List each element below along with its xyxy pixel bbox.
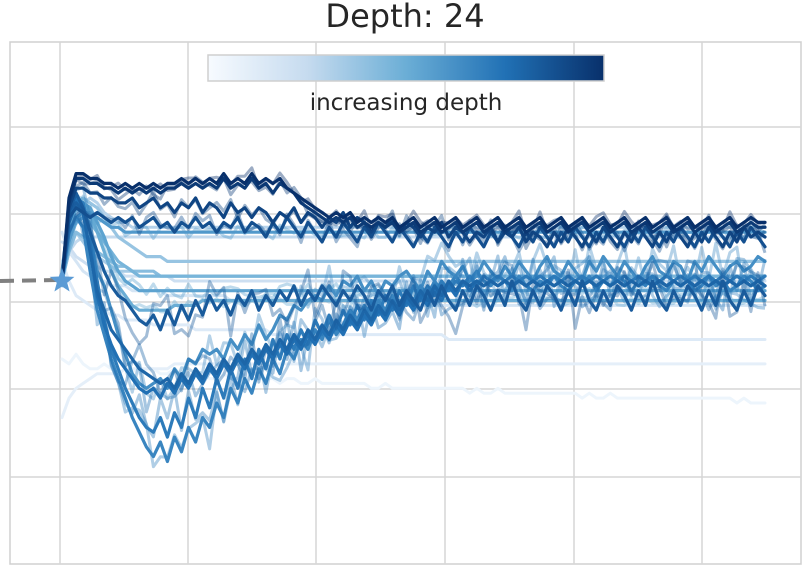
series-line-depth-24: [60, 172, 767, 283]
start-star-marker: [49, 268, 75, 292]
series-line-depth-13: [60, 201, 767, 293]
series-line-depth-23: [60, 176, 767, 283]
series-layer: [60, 166, 767, 469]
series-line-depth-19: [60, 201, 767, 390]
colorbar-gradient: [207, 54, 605, 82]
series-line-depth-20: [60, 191, 767, 332]
series-line-depth-2: [60, 362, 767, 420]
chart-title: Depth: 24: [325, 0, 484, 35]
series-line-depth-6: [60, 235, 767, 273]
colorbar-label: increasing depth: [310, 90, 503, 116]
series-raw-depth-17: [60, 185, 767, 439]
series-line-depth-3: [60, 259, 767, 341]
series-line-depth-17: [60, 196, 767, 439]
series-line-depth-1: [60, 352, 767, 405]
colorbar: increasing depth: [207, 54, 605, 116]
series-line-depth-11: [60, 215, 767, 283]
reference-line: [0, 268, 75, 292]
series-raw-depth-24: [60, 166, 766, 282]
series-line-depth-22: [60, 186, 767, 283]
reference-dashed-line: [0, 277, 61, 283]
series-line-depth-21: [60, 206, 767, 283]
series-raw-depth-20: [60, 207, 767, 346]
series-raw-depth-18: [60, 198, 766, 414]
